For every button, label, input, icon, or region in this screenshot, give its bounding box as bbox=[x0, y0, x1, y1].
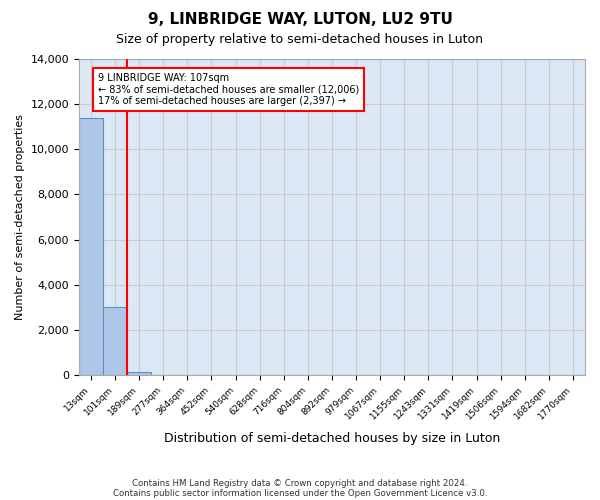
Text: Contains public sector information licensed under the Open Government Licence v3: Contains public sector information licen… bbox=[113, 488, 487, 498]
Text: Contains HM Land Registry data © Crown copyright and database right 2024.: Contains HM Land Registry data © Crown c… bbox=[132, 478, 468, 488]
Bar bbox=[79, 118, 103, 375]
Text: 9 LINBRIDGE WAY: 107sqm
← 83% of semi-detached houses are smaller (12,006)
17% o: 9 LINBRIDGE WAY: 107sqm ← 83% of semi-de… bbox=[98, 72, 359, 106]
Y-axis label: Number of semi-detached properties: Number of semi-detached properties bbox=[15, 114, 25, 320]
Bar bbox=[103, 308, 127, 375]
Bar bbox=[127, 372, 151, 375]
X-axis label: Distribution of semi-detached houses by size in Luton: Distribution of semi-detached houses by … bbox=[164, 432, 500, 445]
Text: 9, LINBRIDGE WAY, LUTON, LU2 9TU: 9, LINBRIDGE WAY, LUTON, LU2 9TU bbox=[148, 12, 452, 28]
Text: Size of property relative to semi-detached houses in Luton: Size of property relative to semi-detach… bbox=[116, 32, 484, 46]
